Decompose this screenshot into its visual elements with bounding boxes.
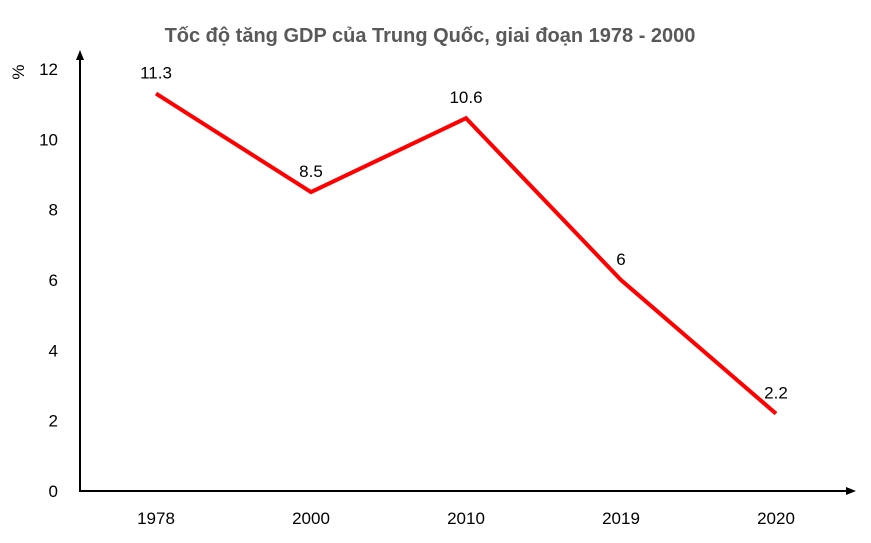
data-label: 10.6 xyxy=(449,88,482,107)
x-tick-label: 2019 xyxy=(602,509,640,528)
y-tick-label: 2 xyxy=(49,412,58,431)
x-tick-label: 2020 xyxy=(757,509,795,528)
y-axis-arrow xyxy=(76,50,84,60)
y-axis-label: % xyxy=(9,64,28,79)
series-line xyxy=(154,91,778,416)
y-tick-label: 10 xyxy=(39,130,58,149)
x-tick-label: 2010 xyxy=(447,509,485,528)
chart-title: Tốc độ tăng GDP của Trung Quốc, giai đoạ… xyxy=(165,25,696,47)
x-tick-label: 2000 xyxy=(292,509,330,528)
data-label: 6 xyxy=(616,250,625,269)
y-tick-label: 0 xyxy=(49,482,58,501)
x-tick-label: 1978 xyxy=(137,509,175,528)
y-tick-label: 6 xyxy=(49,271,58,290)
y-tick-label: 8 xyxy=(49,201,58,220)
data-label: 2.2 xyxy=(764,384,788,403)
x-axis-arrow xyxy=(846,487,856,495)
y-tick-label: 4 xyxy=(49,341,58,360)
data-label: 8.5 xyxy=(299,162,323,181)
y-tick-label: 12 xyxy=(39,60,58,79)
data-label: 11.3 xyxy=(140,64,172,83)
